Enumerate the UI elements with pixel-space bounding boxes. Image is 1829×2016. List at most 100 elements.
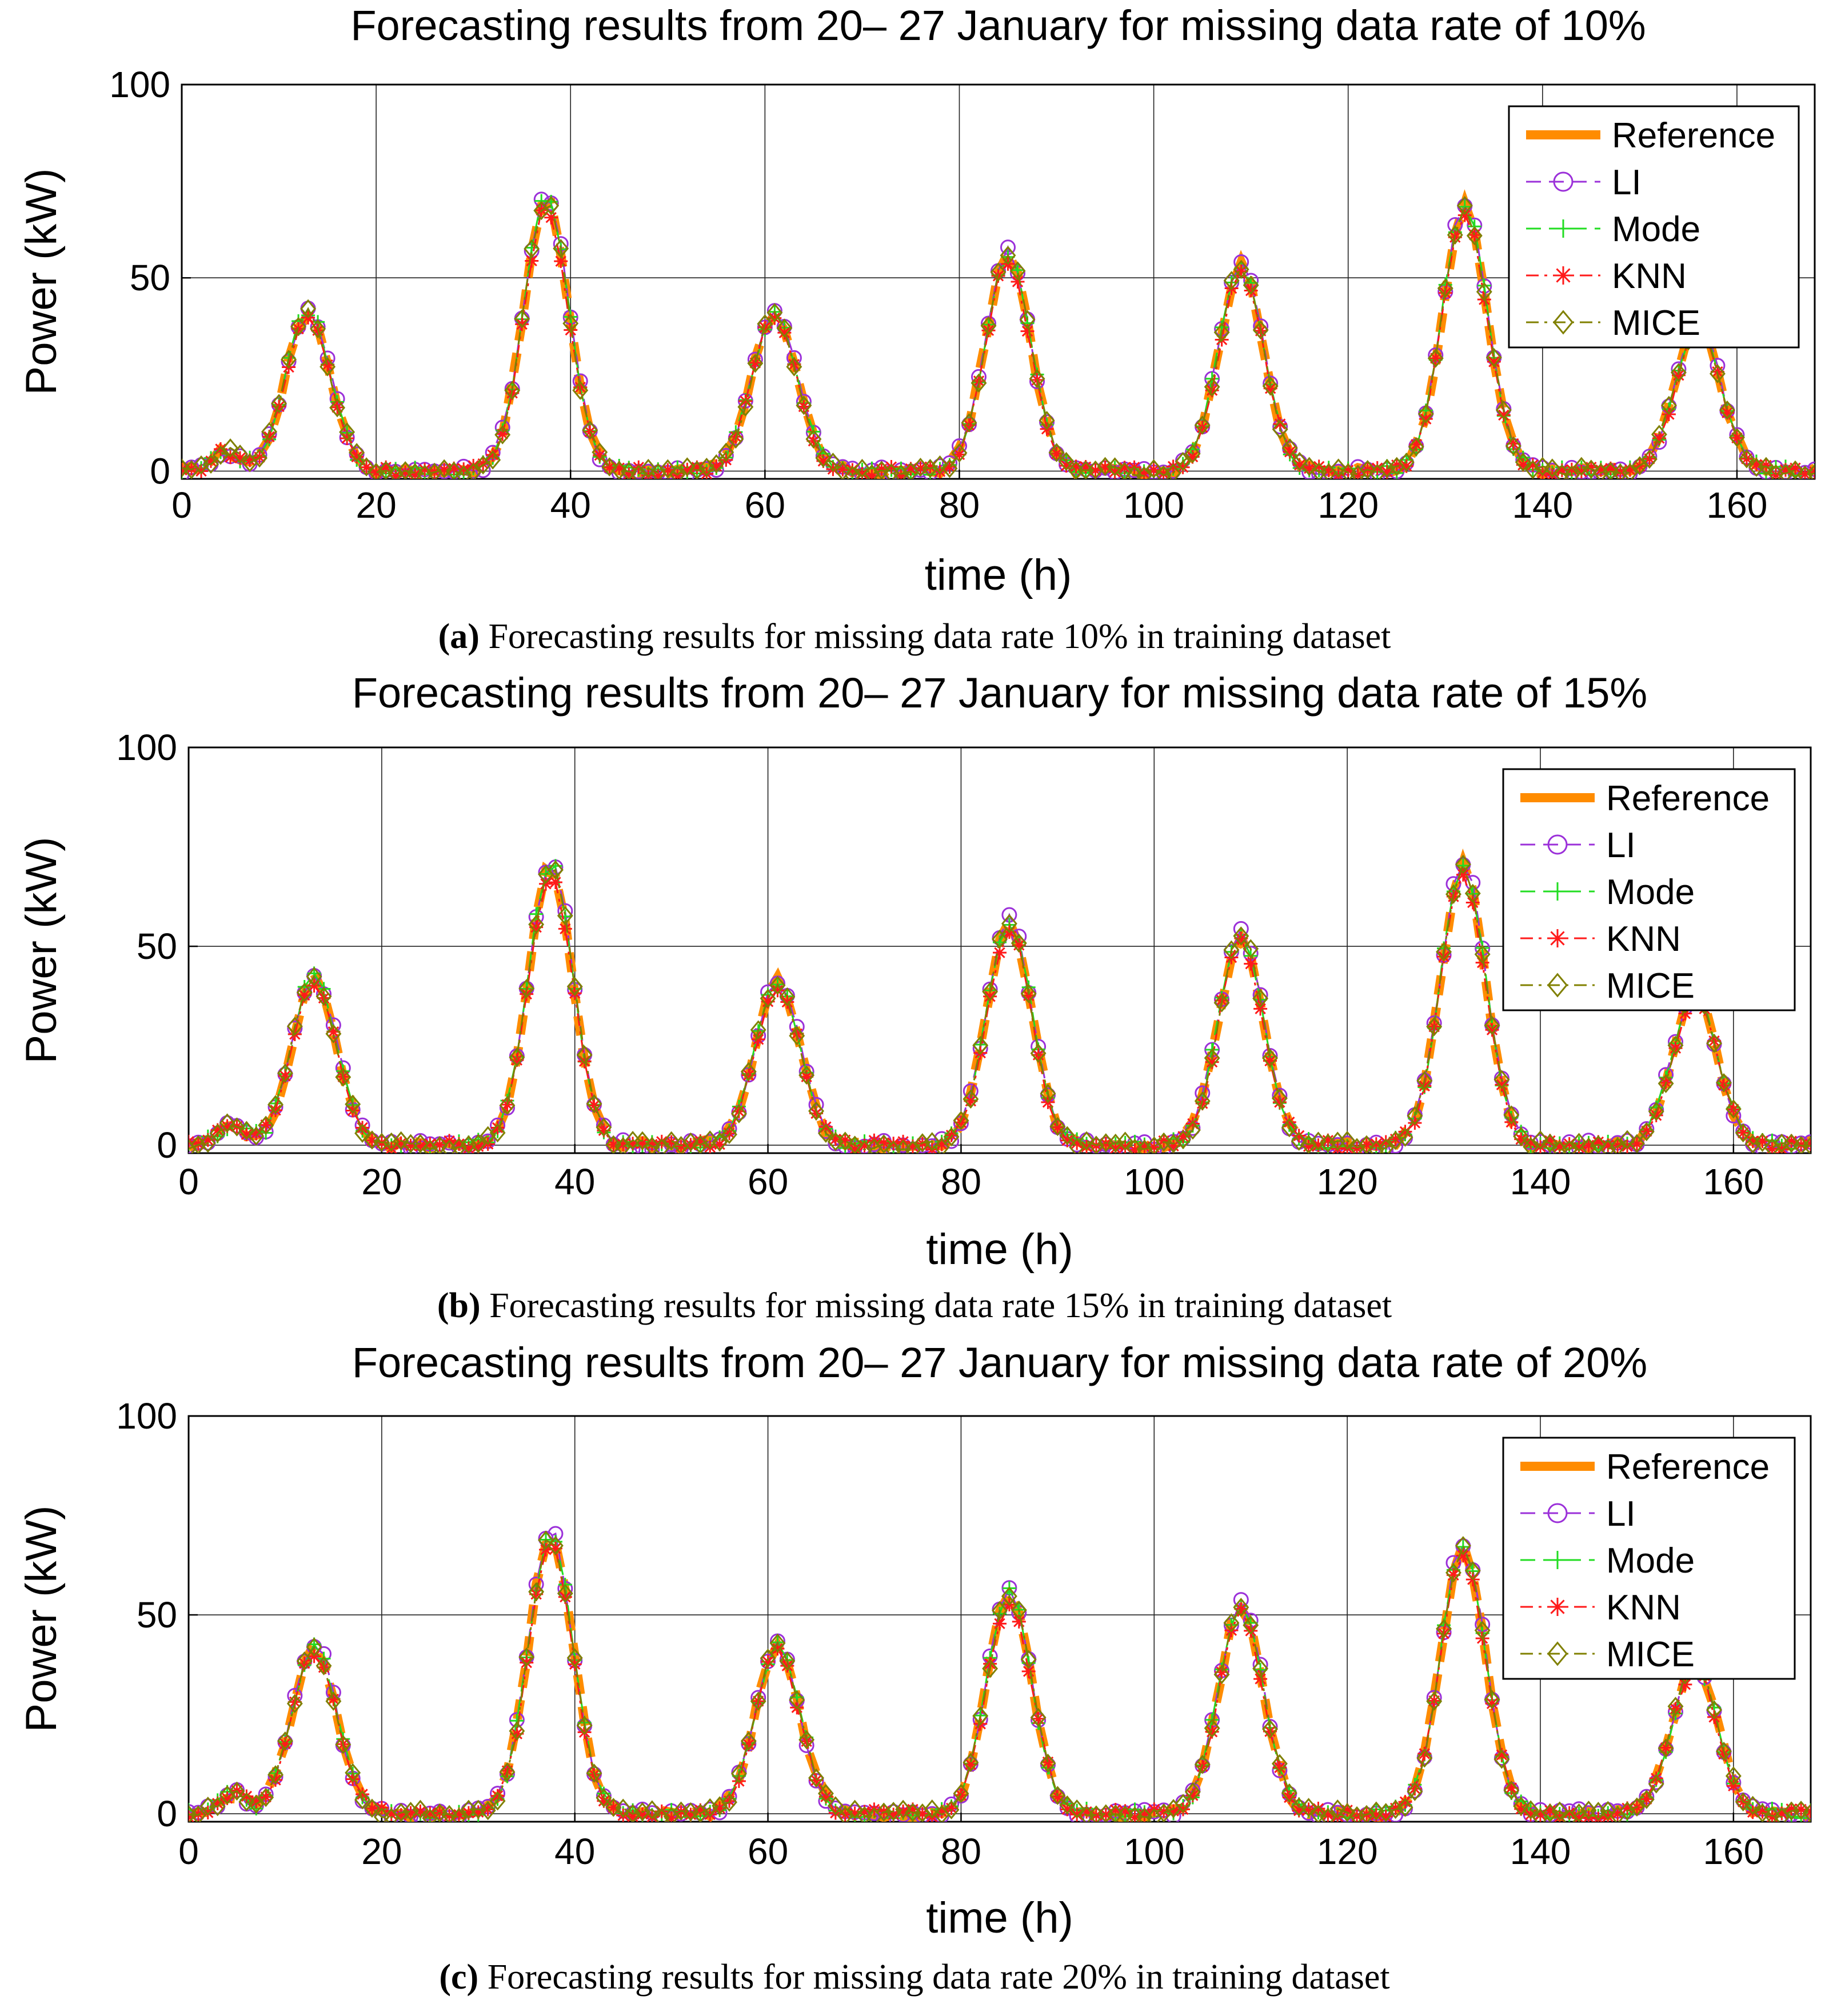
data-point-marker: [634, 1802, 650, 1822]
data-point-marker: [577, 1725, 592, 1739]
data-point-marker: [358, 457, 375, 477]
data-point-marker: [1117, 1805, 1133, 1822]
data-point-marker: [525, 241, 539, 255]
data-point-marker: [1312, 459, 1326, 474]
data-point-marker: [1542, 1803, 1558, 1822]
data-point-marker: [660, 459, 676, 479]
data-point-marker: [514, 309, 530, 329]
data-point-marker: [1098, 460, 1112, 474]
data-point-marker: [1783, 1133, 1800, 1153]
plot-frame: [181, 83, 1816, 480]
x-tick-label: 60: [748, 1161, 788, 1202]
data-point-marker: [441, 1139, 458, 1153]
legend-label: KNN: [1606, 1588, 1681, 1627]
data-point-marker: [1320, 1807, 1336, 1822]
data-point-marker: [1012, 1614, 1026, 1629]
data-point-marker: [490, 1121, 505, 1135]
data-point-marker: [1175, 1794, 1191, 1813]
series-mice: [182, 195, 1815, 479]
data-point-marker: [1234, 931, 1248, 946]
data-point-marker: [1513, 1797, 1530, 1816]
data-point-marker: [593, 448, 607, 462]
data-point-marker: [1387, 1799, 1404, 1819]
data-point-marker: [1543, 1134, 1557, 1148]
data-point-marker: [1535, 466, 1550, 479]
data-point-marker: [894, 469, 908, 479]
data-point-marker: [682, 1132, 699, 1152]
data-point-marker: [1243, 1615, 1259, 1635]
data-point-marker: [1136, 466, 1152, 479]
data-point-marker: [269, 1103, 283, 1117]
data-point-marker: [730, 1104, 747, 1123]
data-point-marker: [1523, 1800, 1539, 1819]
data-point-marker: [1339, 1130, 1356, 1150]
data-point-marker: [1542, 1133, 1558, 1153]
data-point-marker: [708, 454, 725, 474]
data-point-marker: [856, 1806, 873, 1822]
data-point-marker: [1175, 451, 1191, 471]
data-point-marker: [1493, 1070, 1510, 1089]
data-point-marker: [528, 915, 545, 934]
data-point-marker: [1204, 1048, 1220, 1068]
data-point-marker: [1137, 1139, 1152, 1153]
series-line: [189, 1538, 1811, 1820]
data-point-marker: [554, 254, 568, 269]
legend-label: Mode: [1606, 873, 1695, 912]
data-point-marker: [616, 1137, 630, 1151]
data-point-marker: [1049, 447, 1064, 461]
data-point-marker: [1571, 1803, 1587, 1822]
data-point-marker: [1554, 266, 1572, 285]
x-tick-label: 140: [1512, 485, 1573, 526]
data-point-marker: [1764, 1806, 1780, 1822]
data-point-marker: [547, 1536, 564, 1555]
data-point-marker: [1194, 1091, 1211, 1111]
data-point-marker: [1340, 1803, 1355, 1817]
data-point-marker: [741, 1737, 756, 1751]
data-point-marker: [1594, 463, 1608, 477]
data-point-marker: [1377, 1803, 1394, 1822]
data-point-marker: [461, 1141, 476, 1153]
data-point-marker: [895, 1799, 912, 1819]
data-point-marker: [1514, 1802, 1528, 1816]
data-point-marker: [626, 1137, 640, 1151]
data-point-marker: [258, 1787, 274, 1807]
data-point-marker: [316, 987, 332, 1006]
data-point-marker: [1079, 1131, 1095, 1151]
data-point-marker: [490, 1789, 505, 1803]
data-point-marker: [1185, 1789, 1200, 1803]
data-point-marker: [1652, 431, 1666, 445]
data-point-marker: [278, 1069, 292, 1083]
data-point-marker: [1167, 1804, 1181, 1818]
data-point-marker: [896, 1804, 910, 1818]
data-point-marker: [1495, 1748, 1509, 1762]
data-point-marker: [1638, 1122, 1655, 1142]
data-point-marker: [1456, 195, 1473, 215]
data-point-marker: [1253, 1672, 1268, 1686]
x-tick-label: 100: [1123, 485, 1184, 526]
data-point-marker: [1205, 1055, 1219, 1069]
data-point-marker: [951, 443, 968, 463]
data-point-marker: [640, 458, 657, 478]
data-point-marker: [394, 1808, 408, 1822]
data-point-marker: [1562, 1137, 1576, 1151]
data-point-marker: [990, 262, 1007, 282]
data-point-marker: [1775, 1142, 1789, 1153]
y-tick-label: 0: [157, 1125, 177, 1166]
data-point-marker: [924, 1799, 940, 1819]
data-point-marker: [737, 397, 754, 417]
data-point-marker: [837, 1806, 853, 1822]
data-point-marker: [557, 1583, 573, 1603]
data-point-marker: [1749, 457, 1763, 471]
data-point-marker: [873, 461, 890, 479]
data-point-marker: [1156, 1132, 1172, 1152]
data-point-marker: [883, 463, 900, 479]
data-point-marker: [644, 1137, 660, 1153]
data-point-marker: [1532, 1130, 1548, 1150]
data-point-marker: [809, 1106, 824, 1121]
data-point-marker: [210, 1123, 225, 1137]
legend: Reference LI Mode KNN MICE: [1502, 1437, 1796, 1680]
legend-item-li: LI: [1520, 1494, 1636, 1534]
data-point-marker: [885, 1802, 902, 1821]
data-point-marker: [335, 1067, 352, 1087]
data-point-marker: [1117, 461, 1132, 475]
